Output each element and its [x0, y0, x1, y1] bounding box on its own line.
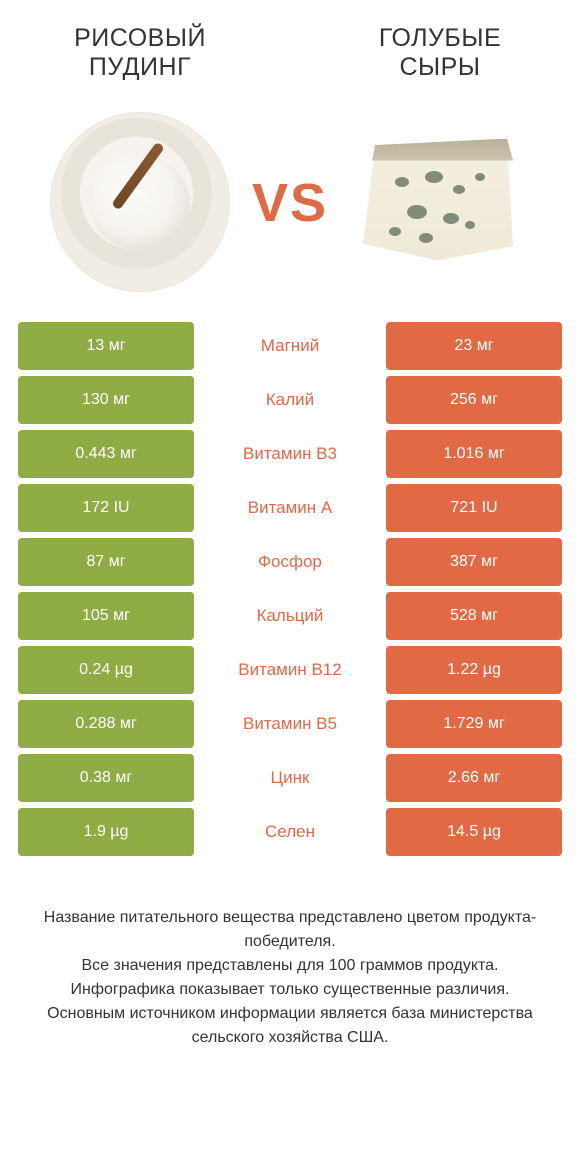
rice-pudding-icon — [50, 112, 230, 292]
left-value: 1.9 µg — [18, 808, 194, 856]
footer-line: Все значения представлены для 100 граммо… — [28, 954, 552, 978]
table-row: 87 мгФосфор387 мг — [18, 538, 562, 586]
table-row: 0.24 µgВитамин B121.22 µg — [18, 646, 562, 694]
footer-notes: Название питательного вещества представл… — [0, 862, 580, 1050]
nutrient-label: Витамин B5 — [194, 700, 386, 748]
left-product-image — [40, 102, 240, 302]
right-value: 23 мг — [386, 322, 562, 370]
right-value: 387 мг — [386, 538, 562, 586]
table-row: 1.9 µgСелен14.5 µg — [18, 808, 562, 856]
table-row: 130 мгКалий256 мг — [18, 376, 562, 424]
left-value: 87 мг — [18, 538, 194, 586]
nutrient-label: Витамин B12 — [194, 646, 386, 694]
nutrient-label: Калий — [194, 376, 386, 424]
right-product-image — [340, 102, 540, 302]
left-value: 172 IU — [18, 484, 194, 532]
nutrient-label: Селен — [194, 808, 386, 856]
comparison-table: 13 мгМагний23 мг 130 мгКалий256 мг 0.443 м… — [0, 322, 580, 856]
footer-line: Основным источником информации является … — [28, 1002, 552, 1050]
footer-line: Инфографика показывает только существенн… — [28, 978, 552, 1002]
right-value: 528 мг — [386, 592, 562, 640]
table-row: 172 IUВитамин A721 IU — [18, 484, 562, 532]
right-value: 14.5 µg — [386, 808, 562, 856]
right-value: 2.66 мг — [386, 754, 562, 802]
nutrient-label: Витамин B3 — [194, 430, 386, 478]
right-value: 1.22 µg — [386, 646, 562, 694]
left-value: 0.443 мг — [18, 430, 194, 478]
left-value: 0.38 мг — [18, 754, 194, 802]
blue-cheese-icon — [355, 127, 525, 277]
table-row: 13 мгМагний23 мг — [18, 322, 562, 370]
left-value: 0.288 мг — [18, 700, 194, 748]
nutrient-label: Кальций — [194, 592, 386, 640]
left-value: 0.24 µg — [18, 646, 194, 694]
vs-label: VS — [252, 171, 328, 233]
table-row: 0.38 мгЦинк2.66 мг — [18, 754, 562, 802]
table-row: 0.288 мгВитамин B51.729 мг — [18, 700, 562, 748]
footer-line: Название питательного вещества представл… — [28, 906, 552, 954]
left-product-title: РИСОВЫЙ ПУДИНГ — [40, 24, 240, 82]
left-value: 13 мг — [18, 322, 194, 370]
header: РИСОВЫЙ ПУДИНГ ГОЛУБЫЕ СЫРЫ — [0, 0, 580, 90]
product-images: VS — [0, 90, 580, 322]
right-product-title: ГОЛУБЫЕ СЫРЫ — [340, 24, 540, 82]
table-row: 0.443 мгВитамин B31.016 мг — [18, 430, 562, 478]
right-value: 1.729 мг — [386, 700, 562, 748]
left-value: 105 мг — [18, 592, 194, 640]
nutrient-label: Магний — [194, 322, 386, 370]
left-value: 130 мг — [18, 376, 194, 424]
nutrient-label: Фосфор — [194, 538, 386, 586]
right-value: 721 IU — [386, 484, 562, 532]
right-value: 1.016 мг — [386, 430, 562, 478]
nutrient-label: Цинк — [194, 754, 386, 802]
table-row: 105 мгКальций528 мг — [18, 592, 562, 640]
nutrient-label: Витамин A — [194, 484, 386, 532]
right-value: 256 мг — [386, 376, 562, 424]
